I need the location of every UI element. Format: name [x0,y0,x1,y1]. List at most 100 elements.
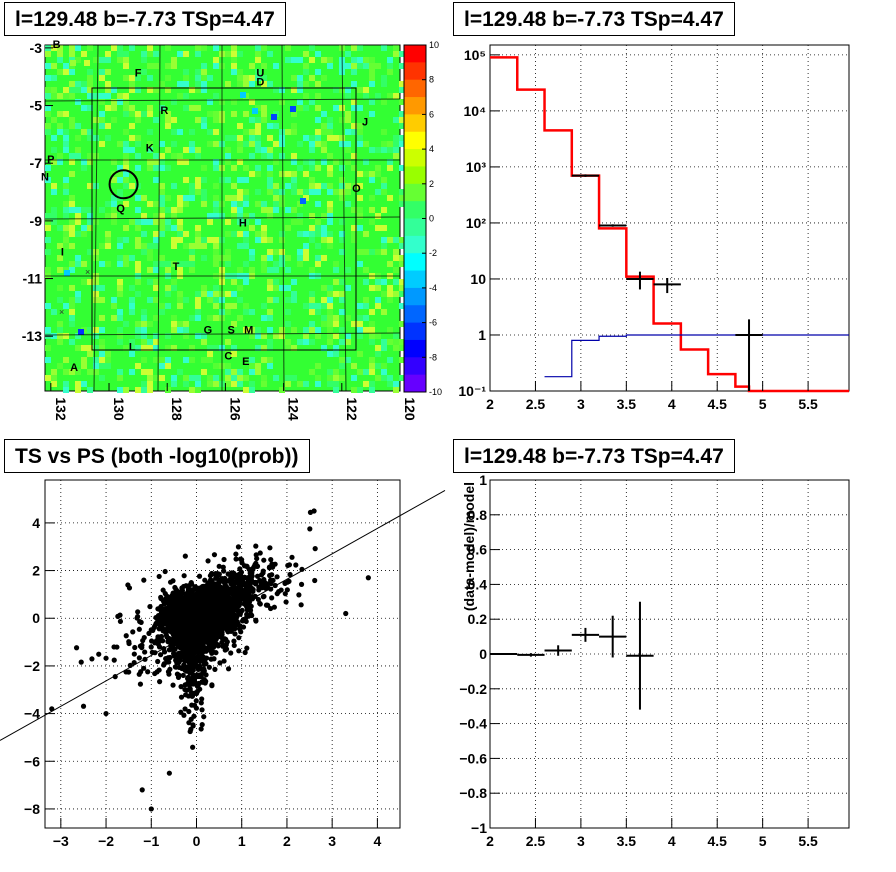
skymap-cell [381,363,387,369]
skymap-cell [309,237,315,243]
skymap-cell [399,243,405,249]
skymap-cell [327,327,333,333]
skymap-cell [111,213,117,219]
skymap-cell [255,45,261,51]
skymap-cell [381,345,387,351]
scatter-point [246,586,252,592]
skymap-cell [375,345,381,351]
skymap-cell [135,321,141,327]
scatter-point [184,687,190,693]
skymap-cell [129,369,135,375]
skymap-cell [69,285,75,291]
skymap-cell [87,219,93,225]
skymap-cell [285,267,291,273]
scatter-point [233,551,239,557]
skymap-cell [303,69,309,75]
skymap-cell [303,333,309,339]
skymap-cell [357,183,363,189]
skymap-cell [51,135,57,141]
skymap-cell [111,105,117,111]
skymap-cell [309,135,315,141]
skymap-cell [45,375,51,381]
skymap-cell [291,327,297,333]
skymap-cell [195,177,201,183]
skymap-cell [399,99,405,105]
scatter-point [148,627,154,633]
skymap-cell [351,237,357,243]
y-tick-label: 10² [466,215,487,231]
skymap-cell [237,51,243,57]
skymap-cell [339,339,345,345]
y-tick-label: 10 [470,271,486,287]
skymap-cell [267,279,273,285]
skymap-cell [225,81,231,87]
skymap-cell [117,165,123,171]
skymap-cell [201,237,207,243]
skymap-cell [135,291,141,297]
scatter-point [254,573,261,579]
skymap-cell [252,108,258,114]
skymap-cell [393,141,399,147]
scatter-point [268,556,274,563]
skymap-cell [363,249,369,255]
skymap-cell [333,351,339,357]
skymap-cell [279,261,285,267]
skymap-cell [189,189,195,195]
skymap-cell [315,375,321,381]
skymap-cell [171,327,177,333]
skymap-cell [147,63,153,69]
skymap-cell [363,93,369,99]
scatter-point [236,635,242,641]
skymap-cell [201,45,207,51]
skymap-cell [141,309,147,315]
skymap-cell [99,339,105,345]
skymap-cell [285,375,291,381]
skymap-cell [171,63,177,69]
skymap-cell [177,93,183,99]
scatter-point [78,659,84,665]
skymap-cell [369,333,375,339]
skymap-cell [279,189,285,195]
skymap-cell [183,357,189,363]
skymap-cell [393,255,399,261]
skymap-cell [75,381,81,387]
skymap-cell [267,51,273,57]
skymap-cell [87,327,93,333]
skymap-cell [231,195,237,201]
skymap-cell [237,267,243,273]
skymap-cell [261,231,267,237]
skymap-cell [45,51,51,57]
skymap-cell [363,63,369,69]
skymap-cell [399,195,405,201]
skymap-cell [303,63,309,69]
skymap-cell [147,75,153,81]
skymap-cell [57,297,63,303]
skymap-cell [87,81,93,87]
skymap-cell [93,117,99,123]
scatter-point [289,554,295,560]
skymap-cell [357,45,363,51]
skymap-cell [375,351,381,357]
skymap-cell [171,381,177,387]
skymap-cell [399,345,405,351]
skymap-cell [117,243,123,249]
skymap-cell [267,135,273,141]
skymap-cell [357,321,363,327]
skymap-cell [153,159,159,165]
skymap-cell [177,51,183,57]
skymap-cell [291,183,297,189]
skymap-cell [381,147,387,153]
skymap-cell [363,369,369,375]
skymap-cell [291,375,297,381]
scatter-point [293,562,299,568]
skymap-cell [165,207,171,213]
skymap-cell [195,243,201,249]
skymap-cell [183,147,189,153]
skymap-cell [375,93,381,99]
skymap-cell [399,201,405,207]
scatter-point [247,594,253,600]
source-label: K [146,143,154,155]
skymap-cell [57,159,63,165]
skymap-cell [225,351,231,357]
y-tick-label: -7 [30,155,43,171]
